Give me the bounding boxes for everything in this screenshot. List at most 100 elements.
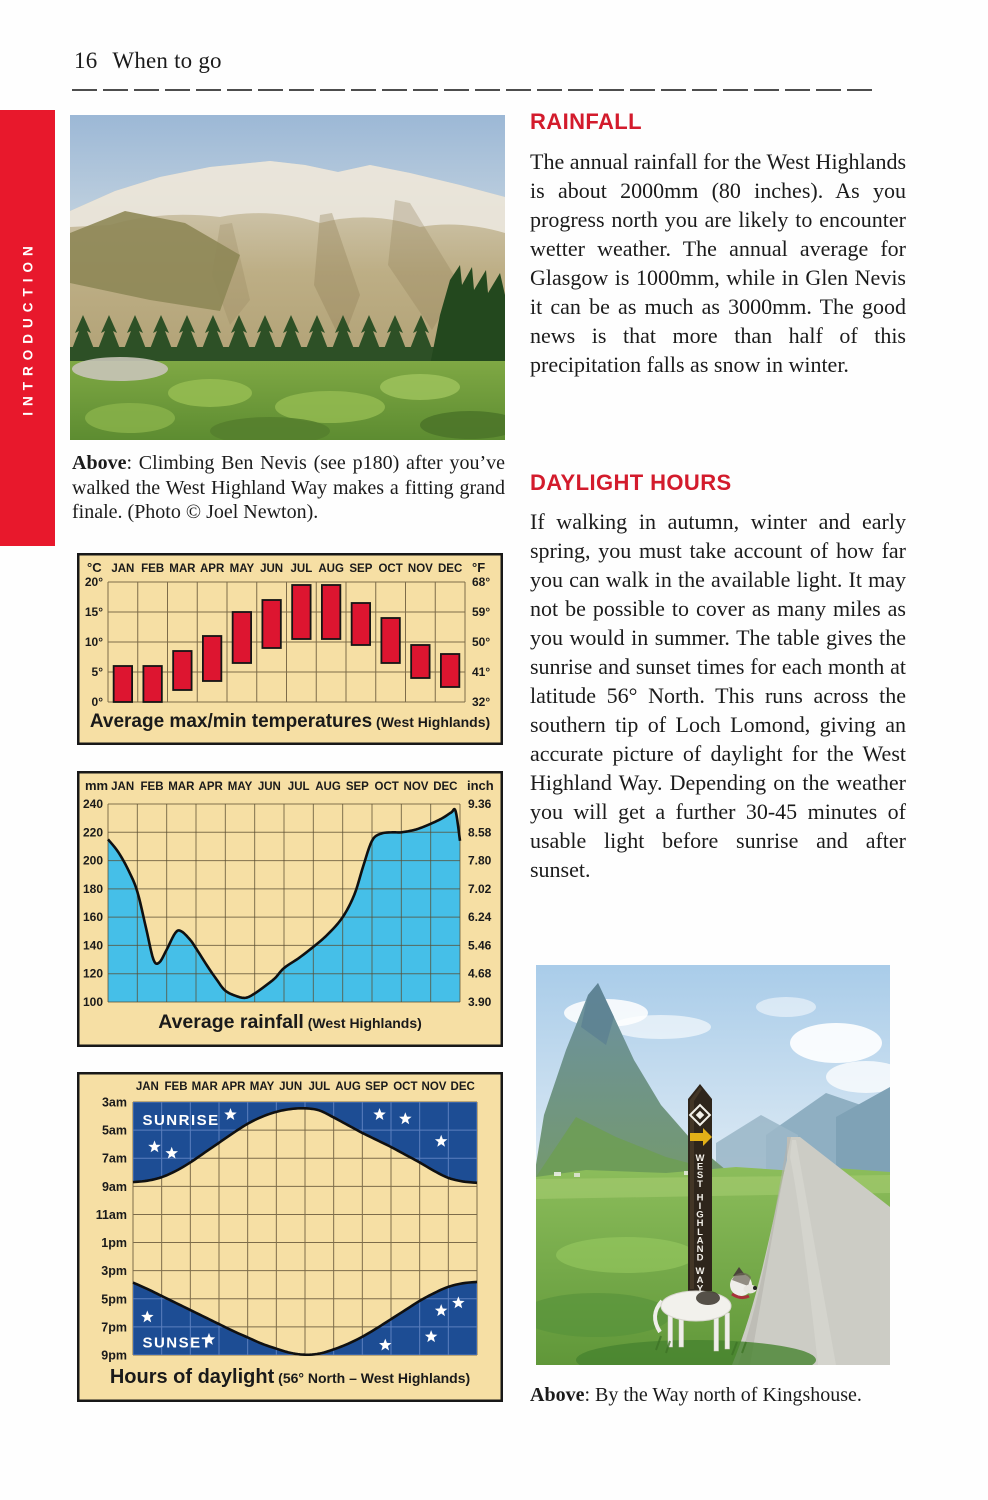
svg-text:240: 240 — [83, 797, 103, 811]
ben-nevis-illustration — [70, 115, 520, 445]
svg-text:140: 140 — [83, 938, 103, 952]
svg-text:OCT: OCT — [375, 781, 399, 793]
svg-text:15°: 15° — [85, 605, 103, 619]
temperature-chart-canvas: JAN FEB MAR APR MAY JUN JUL AUG SEP OCT NOV DEC °C °F… — [77, 553, 503, 745]
caption-text: : By the Way north of Kingshouse. — [584, 1384, 862, 1406]
svg-text:120: 120 — [83, 967, 103, 981]
svg-text:FEB: FEB — [141, 563, 164, 575]
svg-text:1pm: 1pm — [101, 1236, 127, 1250]
svg-text:OCT: OCT — [393, 1081, 417, 1093]
svg-text:68°: 68° — [472, 575, 490, 589]
svg-text:SEP: SEP — [346, 781, 369, 793]
svg-text:AUG: AUG — [335, 1081, 361, 1093]
svg-text:A: A — [697, 1235, 704, 1246]
svg-text:6.24: 6.24 — [468, 910, 492, 924]
svg-text:H: H — [697, 1192, 704, 1203]
svg-text:NOV: NOV — [422, 1081, 447, 1093]
daylight-chart: SUNRISE SUNSET JAN FEB MAR APR MAY JUN JUL AUG SEP… — [77, 1072, 503, 1402]
rainfall-chart-canvas: JAN FEB MAR APR MAY JUN JUL AUG SEP OCT NOV DEC mm in… — [77, 771, 503, 1047]
svg-text:W: W — [696, 1266, 705, 1277]
svg-text:DEC: DEC — [451, 1081, 475, 1093]
daylight-paragraph: If walking in autumn, winter and early s… — [530, 509, 906, 882]
svg-text:Hours of daylight (56° North –: Hours of daylight (56° North – West High… — [110, 1366, 470, 1388]
sidebar-introduction-tab: INTRODUCTION — [0, 110, 55, 546]
svg-text:JUL: JUL — [308, 1081, 330, 1093]
svg-text:50°: 50° — [472, 635, 490, 649]
page-number: 16 — [74, 48, 98, 73]
svg-text:DEC: DEC — [433, 781, 457, 793]
svg-text:JUL: JUL — [291, 563, 313, 575]
svg-text:JAN: JAN — [111, 781, 134, 793]
svg-text:41°: 41° — [472, 665, 490, 679]
svg-text:5am: 5am — [102, 1124, 127, 1138]
svg-text:7am: 7am — [102, 1152, 127, 1166]
rainfall-chart: JAN FEB MAR APR MAY JUN JUL AUG SEP OCT NOV DEC mm in… — [77, 771, 503, 1047]
page-header: 16 When to go — [74, 48, 222, 74]
svg-text:3.90: 3.90 — [468, 995, 492, 1009]
photo2-caption: Above: By the Way north of Kingshouse. — [530, 1383, 908, 1408]
svg-text:10°: 10° — [85, 635, 103, 649]
svg-text:SEP: SEP — [349, 563, 372, 575]
svg-text:JUL: JUL — [288, 781, 310, 793]
photo1-caption: Above: Climbing Ben Nevis (see p180) aft… — [72, 451, 505, 525]
svg-text:NOV: NOV — [408, 563, 433, 575]
svg-text:W: W — [696, 1153, 705, 1164]
svg-text:3am: 3am — [102, 1096, 127, 1110]
svg-text:°F: °F — [472, 560, 485, 575]
daylight-chart-canvas: SUNRISE SUNSET JAN FEB MAR APR MAY JUN JUL AUG SEP… — [77, 1072, 503, 1402]
caption-lead: Above — [72, 452, 127, 474]
svg-text:MAR: MAR — [169, 563, 196, 575]
svg-text:7.80: 7.80 — [468, 854, 492, 868]
page-section-title: When to go — [112, 48, 222, 73]
svg-text:SEP: SEP — [365, 1081, 388, 1093]
svg-text:220: 220 — [83, 825, 103, 839]
svg-text:32°: 32° — [472, 695, 490, 709]
svg-text:JAN: JAN — [136, 1081, 159, 1093]
svg-text:T: T — [697, 1179, 703, 1190]
rainfall-heading: RAINFALL — [530, 109, 642, 134]
svg-text:E: E — [697, 1162, 703, 1173]
svg-text:7pm: 7pm — [101, 1320, 127, 1334]
svg-text:NOV: NOV — [404, 781, 429, 793]
svg-text:APR: APR — [200, 563, 225, 575]
svg-text:I: I — [699, 1201, 702, 1212]
caption-lead: Above — [530, 1384, 585, 1406]
photo-ben-nevis — [70, 115, 520, 445]
svg-text:H: H — [697, 1218, 704, 1229]
caption-text: : Climbing Ben Nevis (see p180) after yo… — [72, 452, 505, 523]
svg-text:mm: mm — [85, 778, 108, 793]
svg-text:Average rainfall (West Highlan: Average rainfall (West Highlands) — [158, 1011, 422, 1033]
svg-text:3pm: 3pm — [101, 1264, 127, 1278]
svg-text:OCT: OCT — [378, 563, 402, 575]
svg-text:MAY: MAY — [228, 781, 253, 793]
svg-text:180: 180 — [83, 882, 103, 896]
svg-text:Average max/min temperatures (: Average max/min temperatures (West Highl… — [90, 711, 490, 732]
header-rule — [72, 89, 878, 91]
svg-text:SUNSET: SUNSET — [142, 1334, 212, 1351]
svg-text:5°: 5° — [92, 665, 104, 679]
svg-text:5.46: 5.46 — [468, 938, 492, 952]
svg-text:160: 160 — [83, 910, 103, 924]
svg-text:8.58: 8.58 — [468, 825, 492, 839]
svg-text:7.02: 7.02 — [468, 882, 492, 896]
svg-text:SUNRISE: SUNRISE — [142, 1112, 219, 1129]
svg-text:APR: APR — [199, 781, 224, 793]
svg-text:200: 200 — [83, 854, 103, 868]
svg-text:JUN: JUN — [260, 563, 283, 575]
svg-text:D: D — [697, 1253, 704, 1264]
svg-text:9pm: 9pm — [101, 1349, 127, 1363]
daylight-heading: DAYLIGHT HOURS — [530, 470, 732, 495]
svg-text:N: N — [697, 1244, 704, 1255]
svg-text:4.68: 4.68 — [468, 967, 492, 981]
svg-text:A: A — [697, 1275, 704, 1286]
svg-text:APR: APR — [221, 1081, 246, 1093]
svg-text:FEB: FEB — [165, 1081, 188, 1093]
svg-text:11am: 11am — [96, 1208, 127, 1222]
svg-text:MAY: MAY — [230, 563, 255, 575]
svg-text:S: S — [697, 1170, 703, 1181]
svg-text:JAN: JAN — [111, 563, 134, 575]
svg-text:JUN: JUN — [258, 781, 281, 793]
